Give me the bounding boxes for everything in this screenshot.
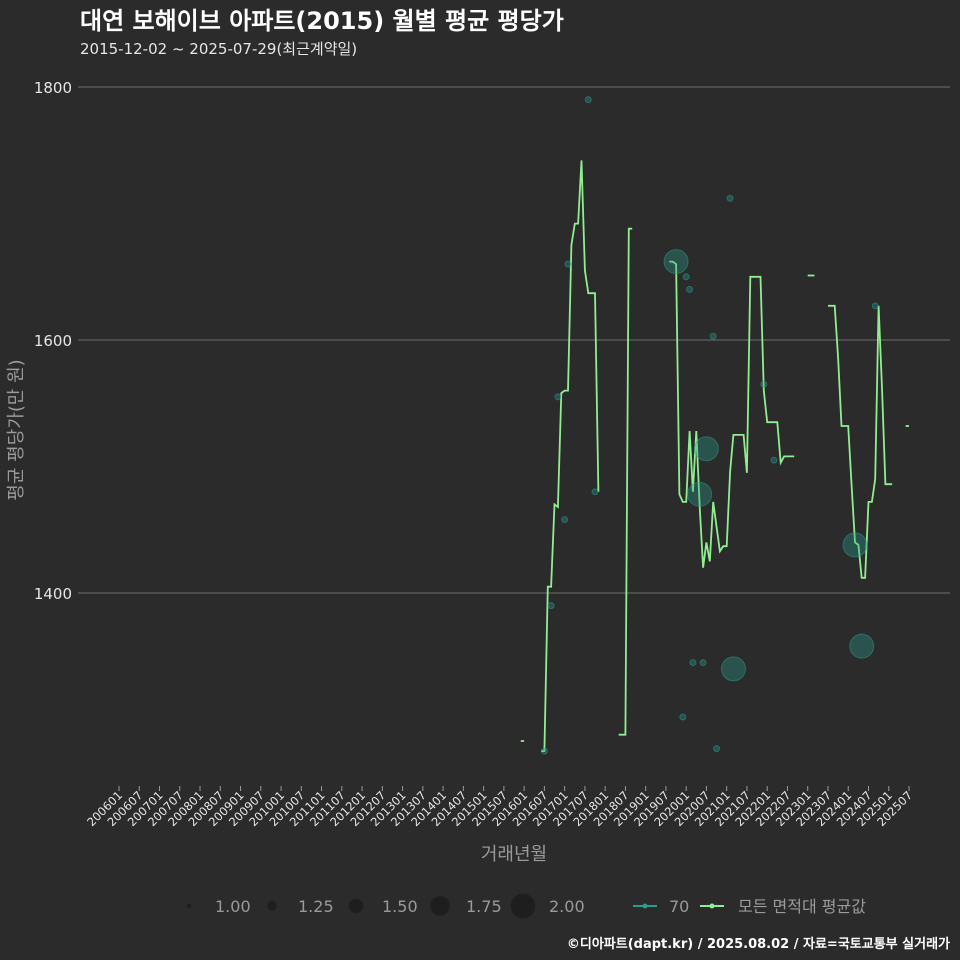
- area-70-point: [689, 659, 697, 667]
- average-line-segment: [618, 227, 633, 736]
- area-70-point: [726, 194, 734, 202]
- area-70-point: [693, 436, 719, 462]
- legend-size-label: 1.75: [466, 897, 502, 916]
- legend-size-label: 1.25: [298, 897, 334, 916]
- y-axis-label: 평균 평당가(만 원): [6, 359, 27, 500]
- area-70-point: [699, 659, 707, 667]
- y-tick-label: 1400: [34, 585, 72, 603]
- legend-size-label: 2.00: [549, 897, 585, 916]
- area-70-point: [540, 747, 548, 755]
- legend-70-swatch: [642, 903, 648, 909]
- legend-size-label: 1.00: [215, 897, 251, 916]
- y-tick-label: 1600: [34, 332, 72, 350]
- area-70-point: [564, 260, 572, 268]
- area-70-point: [871, 302, 879, 310]
- average-line-segment: [541, 160, 600, 752]
- area-70-point: [770, 456, 778, 464]
- area-70-point: [760, 380, 768, 388]
- area-70-point: [547, 602, 555, 610]
- legend-size-swatch: [348, 898, 364, 914]
- area-70-points: [540, 96, 879, 755]
- area-70-point: [686, 285, 694, 293]
- x-axis-label: 거래년월: [481, 844, 547, 865]
- area-70-point: [663, 249, 689, 275]
- area-70-point: [554, 393, 562, 401]
- legend-size-swatch: [267, 901, 277, 911]
- legend-average-label: 모든 면적대 평균값: [738, 897, 866, 916]
- area-70-point: [679, 713, 687, 721]
- area-70-point: [849, 633, 875, 659]
- legend-size-label: 1.50: [382, 897, 418, 916]
- legend: 1.00 1.25 1.50 1.75 2.00 70 모든 면적대 평균값: [186, 893, 866, 919]
- y-tick-labels: 1400 1600 1800: [34, 79, 72, 603]
- area-70-point: [687, 481, 713, 507]
- chart-title: 대연 보해이브 아파트(2015) 월별 평균 평당가: [80, 7, 564, 35]
- area-70-point: [842, 532, 868, 558]
- average-line-segment: [669, 260, 795, 568]
- average-line-segment: [828, 304, 893, 579]
- chart-subtitle: 2015-12-02 ~ 2025-07-29(최근계약일): [80, 40, 357, 58]
- area-70-point: [584, 96, 592, 104]
- area-70-point: [591, 488, 599, 496]
- area-70-point: [682, 273, 690, 281]
- legend-size-swatch: [186, 903, 192, 909]
- footer-credit: ©디아파트(dapt.kr) / 2025.08.02 / 자료=국토교통부 실…: [567, 936, 950, 952]
- area-70-point: [720, 656, 746, 682]
- legend-average-swatch: [709, 903, 715, 909]
- area-70-point: [709, 332, 717, 340]
- average-line-series: [520, 160, 909, 752]
- legend-70-label: 70: [669, 897, 689, 916]
- legend-size-swatch: [430, 896, 450, 916]
- legend-size-swatch: [510, 893, 536, 919]
- area-70-point: [561, 516, 569, 524]
- grid-lines: [78, 86, 950, 594]
- area-70-point: [713, 745, 721, 753]
- y-tick-label: 1800: [34, 79, 72, 97]
